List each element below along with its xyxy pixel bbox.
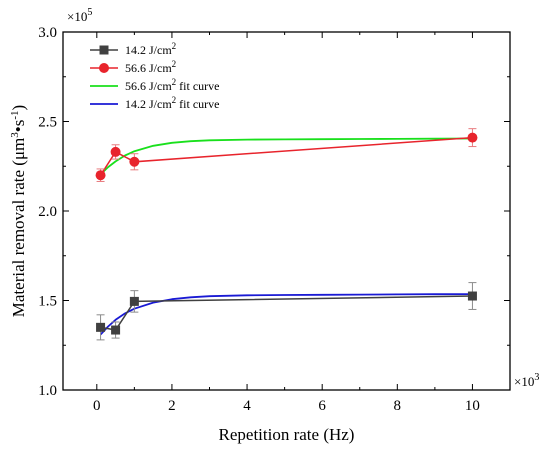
data-point — [110, 146, 121, 157]
y-tick-label: 1.5 — [38, 294, 57, 310]
y-tick-label: 3.0 — [38, 25, 57, 41]
y-tick-label: 1.0 — [38, 383, 57, 399]
data-point — [467, 132, 478, 143]
y-multiplier: ×105 — [67, 7, 92, 24]
data-point — [96, 322, 106, 332]
data-point — [129, 296, 139, 306]
legend-swatch-marker — [99, 45, 109, 55]
x-tick-label: 10 — [465, 398, 480, 414]
legend-label: 14.2 J/cm2 fit curve — [125, 95, 219, 111]
data-point — [111, 325, 121, 335]
x-multiplier: ×103 — [514, 372, 539, 389]
x-tick-label: 8 — [394, 398, 402, 414]
y-axis-title: Material removal rate (μm3•s-1) — [9, 105, 28, 317]
x-axis-title: Repetition rate (Hz) — [219, 425, 355, 444]
series-line — [99, 136, 473, 176]
y-tick-label: 2.0 — [38, 204, 57, 220]
x-tick-label: 2 — [168, 398, 176, 414]
y-tick-label: 2.5 — [38, 115, 57, 131]
x-tick-label: 0 — [93, 398, 101, 414]
legend-label: 56.6 J/cm2 — [125, 59, 176, 75]
x-tick-label: 6 — [318, 398, 326, 414]
fit-curve-line — [99, 137, 473, 175]
x-tick-label: 4 — [243, 398, 251, 414]
legend-label: 14.2 J/cm2 — [125, 41, 176, 57]
data-point — [129, 156, 140, 167]
data-point — [95, 170, 106, 181]
legend-label: 56.6 J/cm2 fit curve — [125, 77, 219, 93]
series-line — [100, 295, 473, 331]
legend-swatch-marker — [99, 63, 109, 73]
fit-curve-line — [99, 293, 473, 336]
data-point — [467, 291, 477, 301]
